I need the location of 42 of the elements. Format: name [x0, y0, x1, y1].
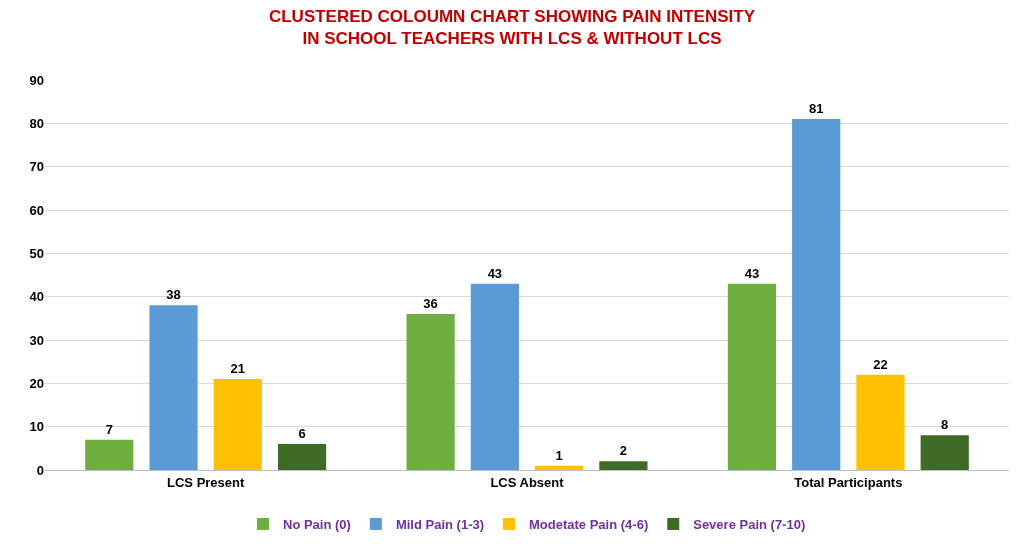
data-label: 21 — [230, 361, 246, 376]
legend-label: Mild Pain (1-3) — [395, 517, 485, 533]
bar — [277, 444, 327, 470]
chart-title: CLUSTERED COLOUMN CHART SHOWING PAIN INTENSITY IN SCHOOL TEACHERS WITH LCS & WITHOUT LCS — [268, 7, 756, 49]
data-label: 1 — [555, 447, 563, 463]
data-label: 8 — [941, 417, 949, 433]
bar — [213, 379, 262, 470]
bar — [792, 119, 841, 470]
bar — [535, 465, 584, 470]
y-tick-label: 90 — [29, 72, 44, 88]
bar — [149, 305, 198, 470]
legend-label: Modetate Pain (4-6) — [529, 517, 649, 533]
data-label: 7 — [105, 421, 113, 437]
y-tick-label: 60 — [29, 202, 44, 218]
y-tick-label: 80 — [29, 115, 44, 131]
y-tick-label: 50 — [29, 245, 44, 261]
data-label: 38 — [166, 287, 181, 303]
bar — [856, 374, 905, 470]
data-label: 6 — [298, 426, 306, 441]
bar — [920, 435, 969, 470]
bar — [85, 439, 134, 470]
y-tick-label: 10 — [29, 419, 44, 435]
x-tick-label: LCS Present — [167, 474, 245, 490]
bar — [470, 283, 519, 470]
y-tick-label: 0 — [36, 462, 44, 478]
data-label: 81 — [808, 101, 824, 116]
y-tick-label: 40 — [29, 289, 44, 305]
x-tick-label: Total Participants — [794, 474, 903, 490]
bar — [599, 461, 648, 470]
bar — [406, 314, 455, 470]
data-label: 22 — [873, 356, 888, 372]
data-label: 43 — [744, 265, 760, 281]
x-tick-label: LCS Absent — [490, 474, 565, 490]
y-tick-label: 30 — [29, 332, 44, 348]
data-label: 2 — [619, 443, 628, 459]
bar — [727, 283, 777, 470]
legend-label: No Pain (0) — [283, 517, 351, 533]
legend-label: Severe Pain (7-10) — [693, 517, 806, 533]
data-label: 36 — [423, 296, 438, 311]
y-tick-label: 70 — [29, 159, 44, 175]
data-label: 43 — [487, 265, 503, 281]
y-tick-label: 20 — [29, 375, 44, 391]
